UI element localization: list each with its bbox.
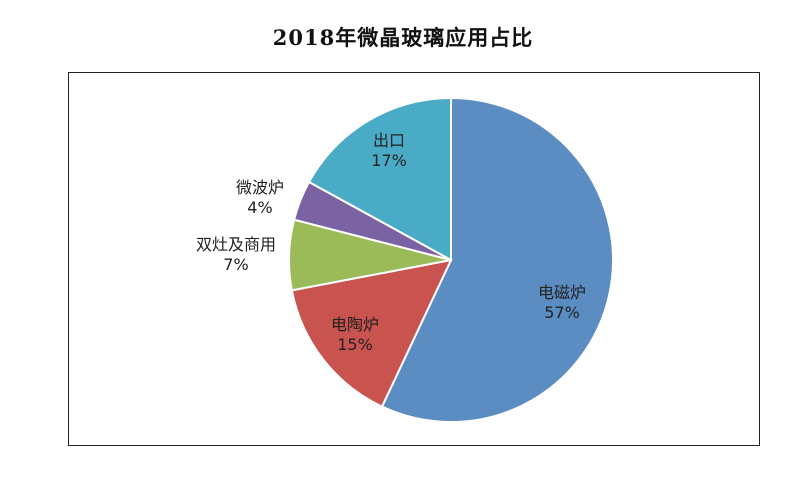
slice-label-5: 出口 [373,131,405,150]
slice-value-label-3: 7% [223,255,248,274]
slice-label-4: 微波炉 [236,178,284,197]
slice-value-label-1: 57% [544,303,580,322]
slice-label-1: 电磁炉 [538,283,586,302]
chart-title: 2018年微晶玻璃应用占比 [272,25,534,50]
pie-slice-5 [307,96,452,262]
pie-slice-1 [380,96,614,423]
slice-value-label-2: 15% [337,335,373,354]
slice-label-2: 电陶炉 [331,315,379,334]
slice-value-label-5: 17% [371,151,407,170]
slice-label-3: 双灶及商用 [196,235,276,254]
slice-value-label-4: 4% [247,198,272,217]
pie-slice-2 [290,258,453,408]
